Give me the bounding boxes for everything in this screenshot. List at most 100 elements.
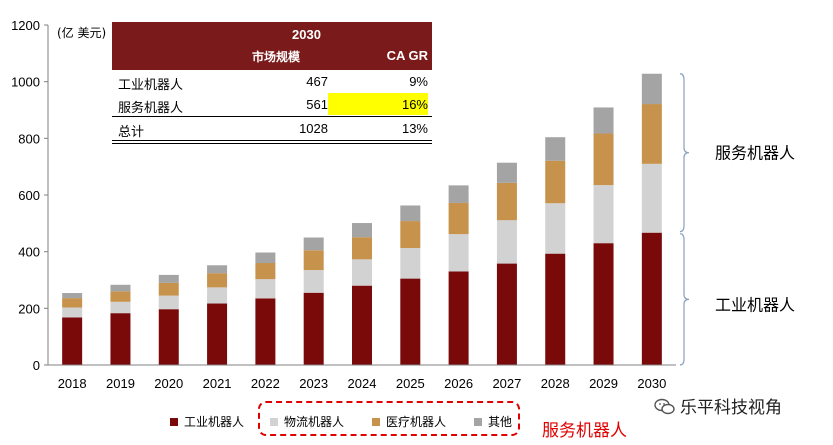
y-axis: 0 200 400 600 800 1000 1200: [11, 18, 49, 373]
bars: [62, 73, 662, 365]
bar-segment: [62, 298, 83, 308]
x-tick-label: 2023: [299, 376, 328, 391]
bar-segment: [110, 291, 131, 302]
bar-segment: [62, 317, 83, 365]
service-brace: [679, 73, 690, 233]
watermark: 乐平科技视角: [654, 393, 782, 418]
bar-segment: [62, 307, 83, 318]
industrial-brace: [679, 233, 690, 366]
x-axis: 2018 2019 2020 2021 2022 2023 2024 2025 2026 2027…: [48, 364, 676, 391]
y-tick-label: 400: [18, 245, 40, 260]
legend-swatch: [372, 418, 380, 426]
x-tick-label: 2028: [541, 376, 570, 391]
legend-label: 工业机器人: [184, 415, 245, 429]
x-tick-label: 2026: [444, 376, 473, 391]
inset-year: 2030: [292, 27, 321, 42]
bar-segment: [158, 274, 179, 283]
row-value: 1028: [299, 121, 328, 136]
inset-row-service: 服务机器人 561 16%: [112, 93, 432, 116]
x-tick-label: 2030: [637, 376, 666, 391]
inset-col-cagr: CA GR: [386, 48, 428, 63]
bar-segment: [207, 273, 228, 288]
bar-segment: [255, 252, 276, 263]
row-cagr: 16%: [401, 97, 428, 112]
y-tick-label: 600: [18, 188, 40, 203]
bar-segment: [110, 313, 131, 365]
x-tick-label: 2025: [396, 376, 425, 391]
legend-swatch: [270, 418, 278, 426]
bar-segment: [255, 279, 276, 299]
x-tick-label: 2021: [203, 376, 232, 391]
service-brace-label: 服务机器人: [715, 144, 795, 163]
inset-header: 2030 市场规模 CA GR: [112, 22, 432, 70]
legend-label: 物流机器人: [284, 415, 345, 429]
bar-segment: [400, 221, 421, 248]
row-label: 总计: [118, 125, 145, 140]
bar-segment: [400, 278, 421, 365]
row-label: 工业机器人: [118, 78, 184, 93]
inset-table: 2030 市场规模 CA GR 工业机器人 467 9% 服务机器人 561 1…: [112, 22, 432, 144]
inset-row-industrial: 工业机器人 467 9%: [112, 70, 432, 93]
bar-segment: [545, 160, 566, 204]
bar-segment: [593, 133, 614, 186]
bar-segment: [545, 203, 566, 254]
legend-item-other: 其他: [474, 413, 512, 430]
bar-segment: [496, 182, 517, 221]
bar-segment: [352, 237, 372, 260]
watermark-text: 乐平科技视角: [680, 398, 782, 418]
legend-item-medical: 医疗机器人: [372, 413, 446, 430]
double-rule: [112, 140, 432, 144]
bar-segment: [303, 270, 324, 293]
row-value: 467: [306, 74, 328, 89]
bar-segment: [303, 250, 324, 271]
bar-segment: [641, 104, 662, 164]
bar-segment: [593, 107, 614, 134]
bar-segment: [110, 284, 131, 292]
bar-segment: [352, 223, 372, 238]
x-tick-label: 2018: [58, 376, 87, 391]
x-tick-label: 2020: [154, 376, 183, 391]
bar-segment: [496, 162, 517, 183]
bar-segment: [352, 259, 372, 286]
cagr-highlight: [328, 93, 428, 115]
wechat-icon: [654, 398, 675, 415]
bar-segment: [158, 295, 179, 310]
row-cagr: 13%: [401, 121, 428, 136]
legend-item-industrial: 工业机器人: [170, 413, 244, 430]
bar-segment: [400, 247, 421, 279]
bar-segment: [641, 163, 662, 233]
inset-col-market: 市场规模: [252, 50, 301, 64]
x-tick-label: 2027: [492, 376, 521, 391]
bar-segment: [158, 282, 179, 296]
bar-segment: [545, 137, 566, 161]
bar-segment: [207, 303, 228, 365]
service-legend-frame: [258, 401, 520, 436]
x-tick-label: 2029: [589, 376, 618, 391]
bar-segment: [110, 301, 131, 314]
x-tick-label: 2019: [106, 376, 135, 391]
bar-segment: [158, 309, 179, 365]
bar-segment: [303, 292, 324, 365]
y-tick-label: 1200: [11, 18, 40, 33]
legend-label: 其他: [488, 415, 513, 429]
bar-segment: [496, 220, 517, 264]
service-group-caption: 服务机器人: [542, 421, 627, 441]
bar-segment: [207, 265, 228, 274]
bar-segment: [400, 205, 421, 222]
bar-segment: [496, 263, 517, 365]
legend-swatch: [170, 418, 178, 426]
y-tick-label: 0: [33, 358, 40, 373]
row-cagr: 9%: [409, 74, 428, 89]
legend-swatch: [474, 418, 482, 426]
y-tick-label: 200: [18, 301, 40, 316]
bar-segment: [448, 185, 469, 203]
bar-segment: [207, 287, 228, 304]
bar-segment: [303, 237, 324, 251]
bar-segment: [545, 253, 566, 365]
bar-segment: [448, 234, 469, 272]
y-tick-label: 1000: [11, 75, 40, 90]
bar-segment: [448, 202, 469, 235]
bar-segment: [593, 243, 614, 365]
